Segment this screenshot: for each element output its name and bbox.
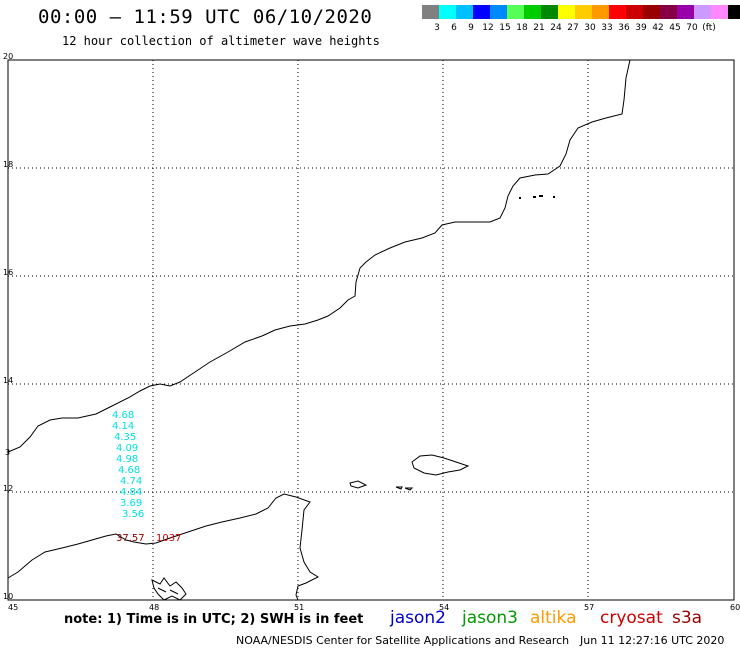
latitude-tick: 20 (3, 52, 13, 61)
latitude-tick: 18 (3, 160, 13, 169)
legend-swatch (558, 5, 575, 19)
legend-swatch (643, 5, 660, 19)
legend-swatch (626, 5, 643, 19)
island-small-1 (349, 480, 368, 489)
legend-swatch (507, 5, 524, 19)
note-text: note: 1) Time is in UTC; 2) SWH is in fe… (64, 612, 364, 627)
longitude-tick: 51 (294, 603, 304, 612)
reading-label: 4.84 (120, 487, 142, 498)
longitude-tick: 60 (730, 603, 740, 612)
legend-swatch (473, 5, 490, 19)
legend-swatch (490, 5, 507, 19)
latitude-tick: 10 (3, 592, 13, 601)
coastline-arabia (7, 59, 631, 453)
island-group-kuria-muria (519, 195, 555, 199)
legend-label: 42 (652, 23, 663, 33)
reading-label: 4.68 (112, 410, 134, 421)
island-socotra (411, 454, 470, 476)
legend-swatch (728, 5, 740, 19)
reading-label: 4.14 (112, 421, 134, 432)
legend-swatch (422, 5, 439, 19)
reading-label: 4.98 (116, 454, 138, 465)
legend-swatch (456, 5, 473, 19)
reading-label: 3.69 (120, 498, 142, 509)
island-small-2 (395, 486, 403, 490)
legend-label: 39 (635, 23, 647, 33)
legend-swatch (524, 5, 541, 19)
legend-label: 9 (468, 23, 474, 33)
longitude-tick: 57 (584, 603, 594, 612)
legend-label: 12 (482, 23, 493, 33)
legend-label: 33 (601, 23, 612, 33)
legend-label: 36 (618, 23, 630, 33)
legend-label: (ft) (702, 23, 716, 33)
island-small-3 (404, 487, 414, 491)
legend-label: 24 (550, 23, 562, 33)
latitude-tick-labels: 20 18 16 14 12 10 (3, 52, 13, 601)
left-edge-label: 3 (5, 448, 10, 457)
altimeter-readings: 4.684.144.354.094.984.684.744.843.693.56… (112, 410, 181, 544)
legend-swatch (694, 5, 711, 19)
footer-credit: NOAA/NESDIS Center for Satellite Applica… (236, 634, 570, 647)
legend-swatch (609, 5, 626, 19)
legend-swatch (660, 5, 677, 19)
reading-label: 1037 (156, 533, 181, 544)
latitude-tick: 14 (3, 376, 13, 385)
legend-label: 30 (584, 23, 596, 33)
longitude-tick: 48 (149, 603, 159, 612)
latitude-tick: 16 (3, 268, 13, 277)
footer-timestamp: Jun 11 12:27:16 UTC 2020 (580, 634, 725, 647)
inland-feature (151, 577, 187, 601)
wave-height-map: 4.684.144.354.094.984.684.744.843.693.56… (3, 52, 740, 612)
satellite-jason2: jason2 (390, 608, 446, 628)
map-subtitle: 12 hour collection of altimeter wave hei… (62, 34, 380, 48)
satellite-s3a: s3a (672, 608, 703, 628)
color-legend: 3 6 9 12 15 18 21 24 27 30 33 36 39 42 45 70 (ft) (422, 5, 740, 33)
longitude-tick: 45 (8, 603, 18, 612)
legend-swatch (439, 5, 456, 19)
legend-label: 70 (686, 23, 698, 33)
map-title: 00:00 — 11:59 UTC 06/10/2020 (38, 6, 373, 28)
reading-label: 4.74 (120, 476, 142, 487)
legend-label: 45 (669, 23, 680, 33)
legend-label: 6 (451, 23, 457, 33)
reading-label: 4.68 (118, 465, 140, 476)
satellite-altika: altika (530, 608, 577, 628)
legend-swatch (541, 5, 558, 19)
reading-label: 3.56 (122, 509, 144, 520)
coastline-africa (7, 493, 320, 601)
satellite-cryosat: cryosat (600, 608, 663, 628)
legend-label: 18 (516, 23, 528, 33)
legend-label: 15 (499, 23, 510, 33)
legend-label: 21 (533, 23, 544, 33)
legend-swatch (677, 5, 694, 19)
legend-label: 27 (567, 23, 578, 33)
reading-label: 4.09 (116, 443, 138, 454)
grid-lines (8, 60, 734, 600)
legend-label: 3 (434, 23, 440, 33)
legend-swatch (575, 5, 592, 19)
legend-swatch (711, 5, 728, 19)
legend-swatch (592, 5, 609, 19)
longitude-tick: 54 (439, 603, 449, 612)
reading-label: 4.35 (114, 432, 136, 443)
satellite-jason3: jason3 (462, 608, 518, 628)
latitude-tick: 12 (3, 484, 13, 493)
reading-label: 37.57 (116, 533, 145, 544)
longitude-tick-labels: 45 48 51 54 57 60 (8, 603, 740, 612)
map-frame (7, 59, 735, 601)
